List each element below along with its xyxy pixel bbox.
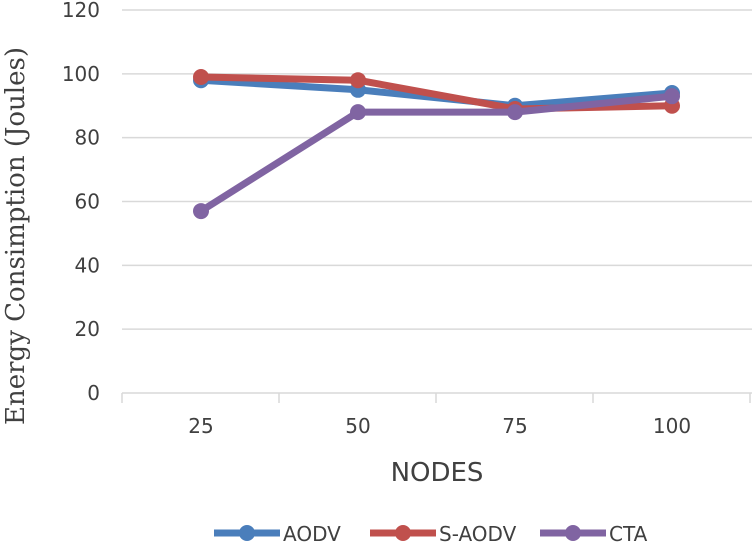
legend-swatch-marker bbox=[239, 525, 255, 541]
y-axis-title: Energy Consimption (Joules) bbox=[1, 47, 31, 425]
y-axis-ticks: 0 20 40 60 80 100 120 bbox=[62, 0, 100, 405]
series-line-cta bbox=[197, 92, 676, 215]
legend: AODV S-AODV CTA bbox=[214, 522, 648, 544]
series-cta bbox=[193, 88, 680, 220]
data-point-cta bbox=[193, 203, 209, 220]
gridlines bbox=[122, 9, 752, 330]
x-tick-label: 75 bbox=[502, 414, 527, 438]
legend-label: AODV bbox=[283, 522, 341, 544]
data-point-cta bbox=[507, 104, 523, 121]
y-tick-label: 80 bbox=[75, 126, 100, 150]
x-tick-label: 100 bbox=[653, 414, 691, 438]
legend-item-s-aodv: S-AODV bbox=[370, 522, 517, 544]
data-point-cta bbox=[350, 104, 366, 121]
x-tick-label: 25 bbox=[188, 414, 213, 438]
y-tick-label: 20 bbox=[75, 317, 100, 341]
data-point-s-aodv bbox=[193, 69, 209, 86]
y-tick-label: 120 bbox=[62, 0, 100, 22]
y-tick-label: 100 bbox=[62, 62, 100, 86]
legend-label: CTA bbox=[609, 522, 648, 544]
x-axis-title: NODES bbox=[391, 458, 484, 488]
data-point-s-aodv bbox=[350, 72, 366, 89]
x-axis: 25 50 75 100 bbox=[121, 392, 752, 438]
legend-item-aodv: AODV bbox=[214, 522, 341, 544]
y-tick-label: 40 bbox=[75, 253, 100, 277]
legend-swatch-marker bbox=[395, 525, 411, 541]
legend-item-cta: CTA bbox=[540, 522, 648, 544]
x-tick-label: 50 bbox=[345, 414, 370, 438]
y-tick-label: 60 bbox=[75, 190, 100, 214]
series-group bbox=[193, 69, 680, 220]
legend-label: S-AODV bbox=[439, 522, 517, 544]
legend-swatch-marker bbox=[565, 525, 581, 541]
y-tick-label: 0 bbox=[87, 381, 100, 405]
data-point-cta bbox=[664, 88, 680, 105]
